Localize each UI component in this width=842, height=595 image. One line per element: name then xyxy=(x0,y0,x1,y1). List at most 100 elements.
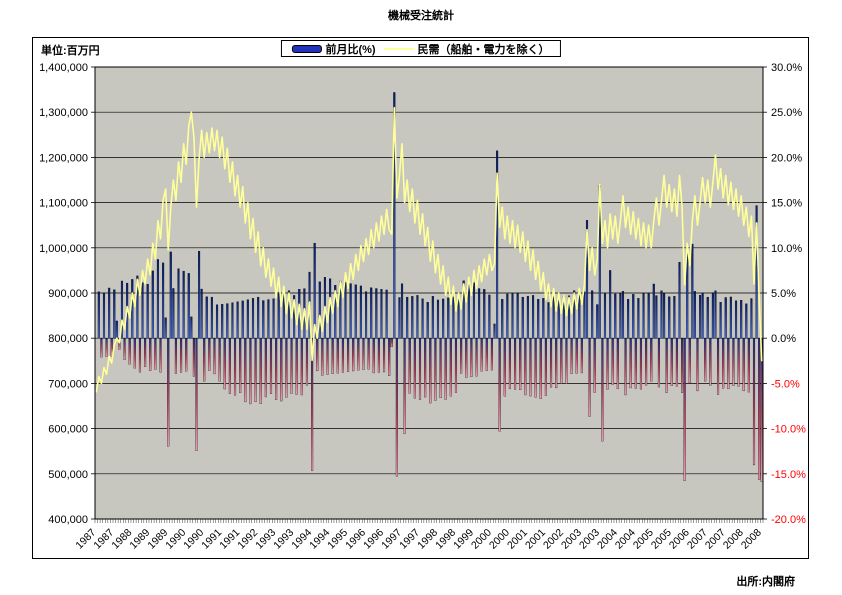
mom-change-bar xyxy=(681,338,684,393)
mom-change-bar xyxy=(696,338,699,392)
chart-area: 単位:百万円 前月比(%) 民需（船舶・電力を除く） 1,400,000 1,30… xyxy=(32,37,809,559)
mom-change-bar xyxy=(444,338,447,400)
mom-change-bar xyxy=(475,338,478,377)
mom-change-bar xyxy=(154,338,157,370)
legend-line-label: 民需（船舶・電力を除く） xyxy=(417,43,550,56)
mom-change-bar xyxy=(210,296,213,339)
mom-change-bar xyxy=(583,291,586,339)
mom-change-bar xyxy=(390,338,393,348)
mom-change-bar xyxy=(285,338,288,398)
mom-change-bar xyxy=(367,338,370,370)
mom-change-bar xyxy=(647,292,650,339)
mom-change-bar xyxy=(100,338,103,358)
right-axis-tick-label: -15.0% xyxy=(771,469,806,481)
right-axis-tick-label: 25.0% xyxy=(771,107,802,119)
mom-change-bar xyxy=(241,300,244,339)
mom-change-bar xyxy=(187,273,190,339)
right-axis-tick-label: 30.0% xyxy=(771,62,802,74)
mom-change-bar xyxy=(426,302,429,339)
mom-change-bar xyxy=(272,298,275,339)
mom-change-bar xyxy=(311,338,314,471)
mom-change-bar xyxy=(722,338,725,389)
left-axis-tick-label: 600,000 xyxy=(48,424,88,436)
mom-change-bar xyxy=(169,251,172,339)
mom-change-bar xyxy=(503,338,506,397)
mom-change-bar xyxy=(627,299,630,339)
mom-change-bar xyxy=(354,284,357,339)
mom-change-bar xyxy=(264,338,267,398)
mom-change-bar xyxy=(454,338,458,393)
mom-change-bar xyxy=(747,338,750,393)
mom-change-bar xyxy=(159,338,162,373)
mom-change-bar xyxy=(634,338,637,389)
mom-change-bar xyxy=(552,296,555,339)
mom-change-bar xyxy=(547,302,550,339)
mom-change-bar xyxy=(460,338,463,374)
mom-change-bar xyxy=(393,92,396,339)
left-axis-tick-label: 500,000 xyxy=(48,469,88,481)
line-series-swatch-icon xyxy=(383,47,414,50)
mom-change-bar xyxy=(215,304,219,339)
mom-change-bar xyxy=(138,338,142,373)
legend: 前月比(%) 民需（船舶・電力を除く） xyxy=(280,40,561,57)
mom-change-bar xyxy=(431,296,434,339)
mom-change-bar xyxy=(758,338,761,480)
mom-change-bar xyxy=(331,338,334,374)
mom-change-bar xyxy=(203,338,206,382)
mom-change-bar xyxy=(732,338,735,386)
mom-change-bar xyxy=(490,338,493,371)
mom-change-bar xyxy=(570,338,573,374)
mom-change-bar xyxy=(511,293,514,339)
mom-change-bar xyxy=(506,293,509,339)
right-axis-tick-label: 20.0% xyxy=(771,152,802,164)
mom-change-bar xyxy=(375,288,378,339)
mom-change-bar xyxy=(213,338,216,375)
mom-change-bar xyxy=(228,338,231,394)
mom-change-bar xyxy=(246,299,249,339)
mom-change-bar xyxy=(205,296,208,339)
mom-change-bar xyxy=(493,323,496,339)
mom-change-bar xyxy=(737,338,740,387)
mom-change-bar xyxy=(231,302,234,339)
mom-change-bar xyxy=(706,296,709,339)
mom-change-bar xyxy=(347,338,350,372)
right-axis-tick-label: -5.0% xyxy=(771,378,800,390)
mom-change-bar xyxy=(108,287,111,339)
mom-change-bar xyxy=(195,338,198,451)
right-axis-tick-label: 0.0% xyxy=(771,333,796,345)
mom-change-bar xyxy=(344,282,347,339)
mom-change-bar xyxy=(313,242,316,339)
mom-change-bar xyxy=(645,338,648,386)
right-axis-tick-label: 5.0% xyxy=(771,288,796,300)
mom-change-bar xyxy=(251,298,255,339)
mom-change-bar xyxy=(609,270,612,339)
mom-change-bar xyxy=(619,293,622,339)
mom-change-bar xyxy=(156,259,159,339)
left-axis-tick-label: 400,000 xyxy=(48,514,88,526)
mom-change-bar xyxy=(729,296,732,339)
mom-change-bar xyxy=(236,301,239,339)
mom-change-bar xyxy=(470,338,473,378)
mom-change-bar xyxy=(146,284,149,339)
mom-change-bar xyxy=(534,338,537,398)
mom-change-bar xyxy=(652,283,655,339)
mom-change-bar xyxy=(365,291,368,339)
mom-change-bar xyxy=(359,285,362,339)
mom-change-bar xyxy=(97,291,100,339)
mom-change-bar xyxy=(462,280,465,339)
mom-change-bar xyxy=(560,338,563,384)
mom-change-bar xyxy=(102,292,106,339)
mom-change-bar xyxy=(380,289,383,339)
mom-change-bar xyxy=(611,338,614,385)
mom-change-bar xyxy=(742,338,745,392)
demand-line-series xyxy=(95,106,763,393)
mom-change-bar xyxy=(449,338,452,397)
mom-change-bar xyxy=(678,262,681,339)
mom-change-bar xyxy=(724,297,727,339)
mom-change-bar xyxy=(418,338,422,400)
mom-change-bar xyxy=(424,338,427,398)
mom-change-bar xyxy=(436,299,440,339)
mom-change-bar xyxy=(115,320,118,339)
mom-change-bar xyxy=(144,338,147,367)
